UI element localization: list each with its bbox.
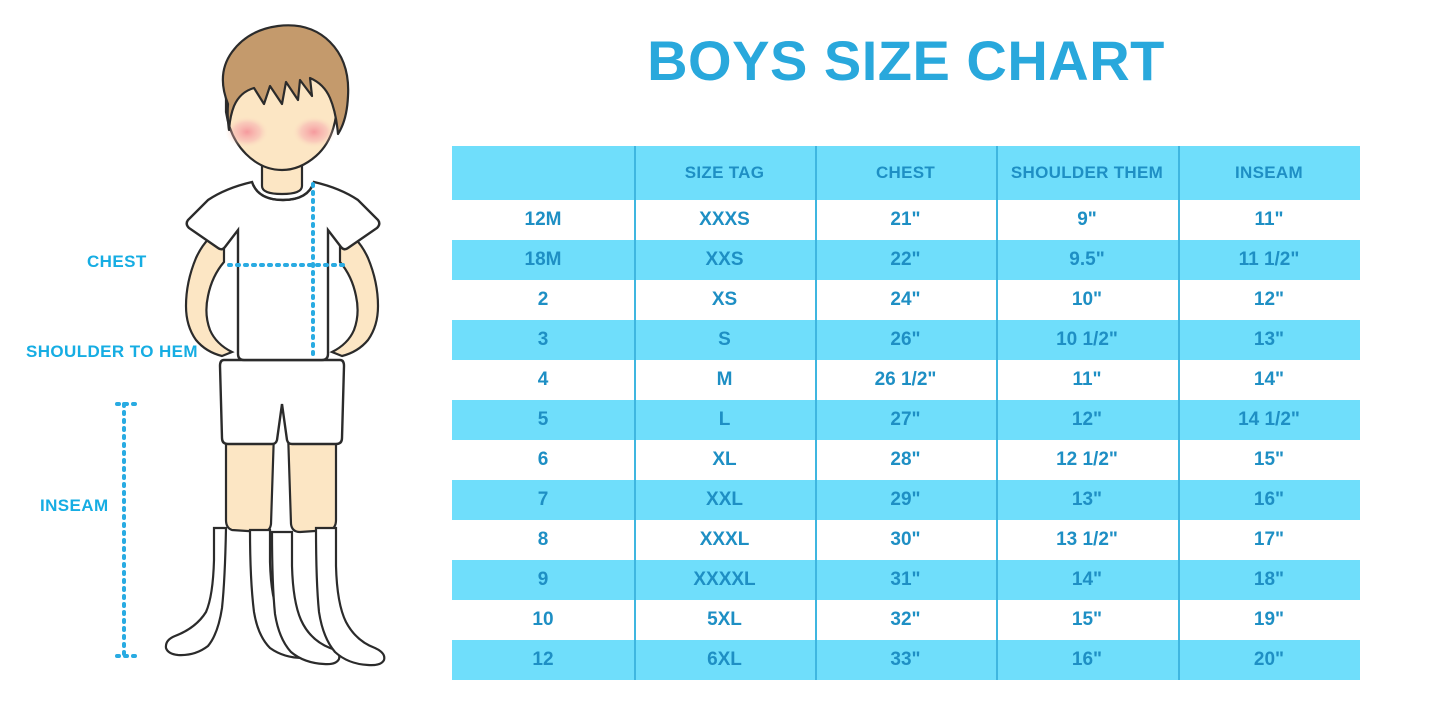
cell-shoulder: 9" (996, 200, 1178, 240)
cell-age: 4 (452, 360, 634, 400)
cell-size-tag: XL (634, 440, 815, 480)
measurement-guides (115, 182, 347, 658)
cell-inseam: 11 1/2" (1178, 240, 1360, 280)
cell-inseam: 12" (1178, 280, 1360, 320)
cell-chest: 31" (815, 560, 996, 600)
blush-cheeks (225, 116, 336, 148)
cell-shoulder: 15" (996, 600, 1178, 640)
cell-size-tag: XXS (634, 240, 815, 280)
table-row: 10 5XL 32" 15" 19" (452, 600, 1360, 640)
cell-shoulder: 13 1/2" (996, 520, 1178, 560)
socks-shoes (164, 526, 386, 667)
cell-chest: 27" (815, 400, 996, 440)
cell-size-tag: 6XL (634, 640, 815, 680)
shorts (218, 358, 346, 446)
cell-shoulder: 10 1/2" (996, 320, 1178, 360)
column-divider (1178, 146, 1180, 680)
cell-inseam: 20" (1178, 640, 1360, 680)
table-row: 6 XL 28" 12 1/2" 15" (452, 440, 1360, 480)
cell-shoulder: 14" (996, 560, 1178, 600)
table-row: 9 XXXXL 31" 14" 18" (452, 560, 1360, 600)
cell-size-tag: XXXL (634, 520, 815, 560)
column-header-shoulder: SHOULDER THEM (996, 146, 1178, 200)
cell-age: 8 (452, 520, 634, 560)
cell-chest: 33" (815, 640, 996, 680)
column-header-chest: CHEST (815, 146, 996, 200)
table-row: 12M XXXS 21" 9" 11" (452, 200, 1360, 240)
cell-age: 12 (452, 640, 634, 680)
cell-shoulder: 13" (996, 480, 1178, 520)
cell-size-tag: XXXXL (634, 560, 815, 600)
cell-size-tag: XXXS (634, 200, 815, 240)
cell-shoulder: 16" (996, 640, 1178, 680)
cell-chest: 26" (815, 320, 996, 360)
page-title: BOYS SIZE CHART (647, 29, 1165, 92)
table-row: 2 XS 24" 10" 12" (452, 280, 1360, 320)
arms (184, 226, 380, 358)
column-divider (996, 146, 998, 680)
cell-shoulder: 11" (996, 360, 1178, 400)
cell-shoulder: 12" (996, 400, 1178, 440)
cell-shoulder: 10" (996, 280, 1178, 320)
cell-inseam: 19" (1178, 600, 1360, 640)
cell-age: 6 (452, 440, 634, 480)
cell-chest: 21" (815, 200, 996, 240)
cell-size-tag: M (634, 360, 815, 400)
column-header-size-tag: SIZE TAG (634, 146, 815, 200)
table-row: 18M XXS 22" 9.5" 11 1/2" (452, 240, 1360, 280)
cell-shoulder: 9.5" (996, 240, 1178, 280)
table-row: 5 L 27" 12" 14 1/2" (452, 400, 1360, 440)
cell-chest: 22" (815, 240, 996, 280)
cell-size-tag: XS (634, 280, 815, 320)
cell-inseam: 11" (1178, 200, 1360, 240)
size-chart-table: SIZE TAG CHEST SHOULDER THEM INSEAM 12M X… (452, 146, 1360, 680)
column-header-age (452, 146, 634, 200)
cell-inseam: 17" (1178, 520, 1360, 560)
column-header-inseam: INSEAM (1178, 146, 1360, 200)
table-row: 4 M 26 1/2" 11" 14" (452, 360, 1360, 400)
cell-age: 7 (452, 480, 634, 520)
cell-age: 12M (452, 200, 634, 240)
table-row: 12 6XL 33" 16" 20" (452, 640, 1360, 680)
table-header: SIZE TAG CHEST SHOULDER THEM INSEAM (452, 146, 1360, 200)
shoulder-to-hem-measure-label: SHOULDER TO HEM (26, 342, 198, 361)
cell-age: 10 (452, 600, 634, 640)
cell-age: 3 (452, 320, 634, 360)
cell-inseam: 15" (1178, 440, 1360, 480)
boy-figure-illustration (115, 24, 386, 667)
column-divider (634, 146, 636, 680)
cell-inseam: 13" (1178, 320, 1360, 360)
chest-measure-label: CHEST (87, 252, 147, 271)
table-row: 3 S 26" 10 1/2" 13" (452, 320, 1360, 360)
cell-age: 5 (452, 400, 634, 440)
cell-shoulder: 12 1/2" (996, 440, 1178, 480)
hair (221, 24, 350, 136)
table-row: 8 XXXL 30" 13 1/2" 17" (452, 520, 1360, 560)
table-row: 7 XXL 29" 13" 16" (452, 480, 1360, 520)
thighs (224, 428, 338, 534)
cell-age: 9 (452, 560, 634, 600)
cell-chest: 24" (815, 280, 996, 320)
cell-inseam: 16" (1178, 480, 1360, 520)
cell-size-tag: XXL (634, 480, 815, 520)
cell-inseam: 18" (1178, 560, 1360, 600)
cell-chest: 28" (815, 440, 996, 480)
cell-chest: 32" (815, 600, 996, 640)
column-divider (815, 146, 817, 680)
inseam-measure-label: INSEAM (40, 496, 109, 515)
cell-inseam: 14" (1178, 360, 1360, 400)
cell-size-tag: L (634, 400, 815, 440)
cell-age: 2 (452, 280, 634, 320)
table-body: 12M XXXS 21" 9" 11" 18M XXS 22" 9.5" 11 1/2" 2 XS 24… (452, 200, 1360, 680)
cell-inseam: 14 1/2" (1178, 400, 1360, 440)
cell-chest: 30" (815, 520, 996, 560)
table-header-row: SIZE TAG CHEST SHOULDER THEM INSEAM (452, 146, 1360, 200)
cell-size-tag: 5XL (634, 600, 815, 640)
cell-chest: 26 1/2" (815, 360, 996, 400)
cell-size-tag: S (634, 320, 815, 360)
cell-chest: 29" (815, 480, 996, 520)
cell-age: 18M (452, 240, 634, 280)
